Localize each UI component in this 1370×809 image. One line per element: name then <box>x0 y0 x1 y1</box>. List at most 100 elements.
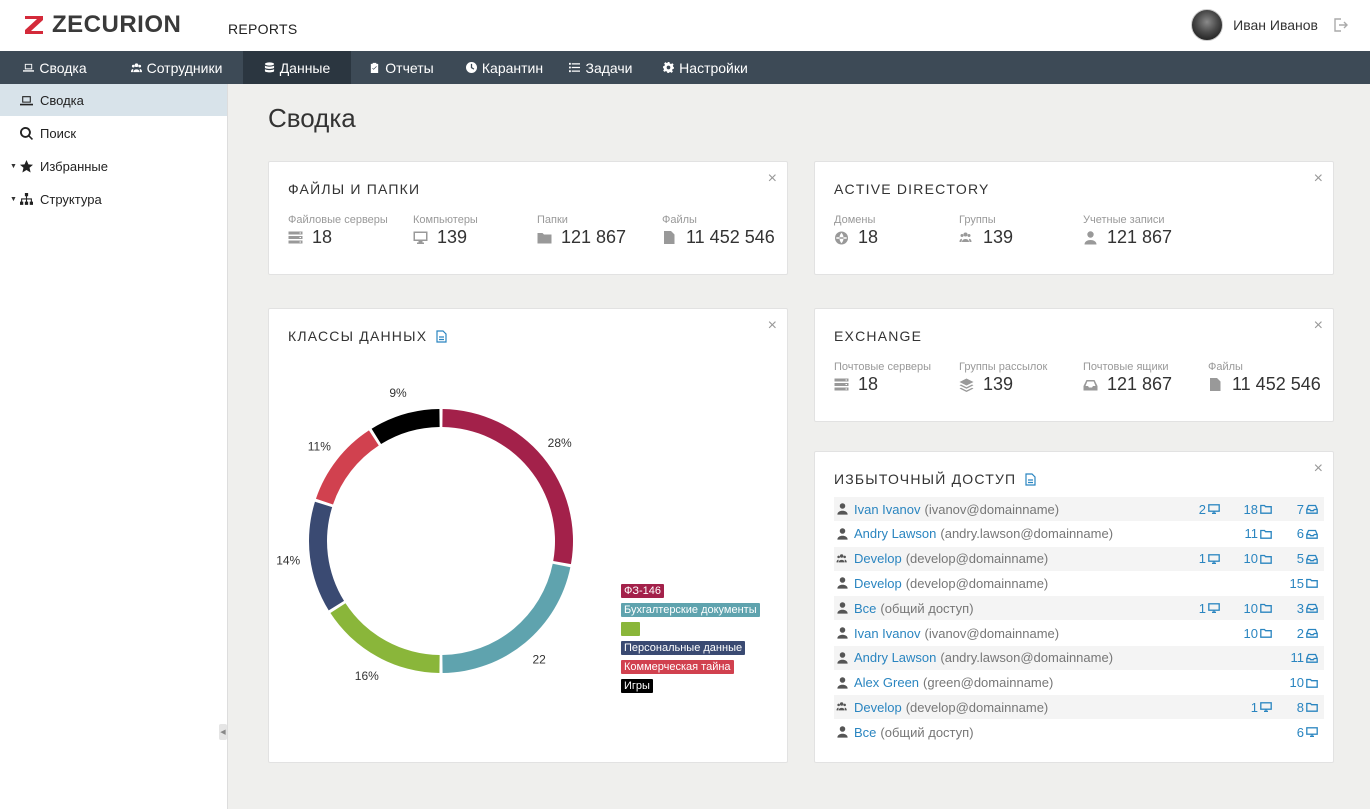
nav-tab[interactable]: Сотрудники <box>110 51 243 84</box>
access-row[interactable]: Develop (develop@domainname) 15 <box>834 571 1324 595</box>
access-name-link[interactable]: Develop <box>854 699 902 715</box>
legend-item[interactable]: ФЗ-146 <box>621 584 665 598</box>
avatar[interactable] <box>1191 9 1224 41</box>
report-icon[interactable] <box>1025 472 1036 486</box>
folders-count[interactable]: 1 <box>1251 700 1272 715</box>
access-name-link[interactable]: Ivan Ivanov <box>854 625 921 641</box>
expand-caret-icon[interactable]: ▼ <box>10 195 17 203</box>
sidebar-item[interactable]: ▼ Избранные <box>0 150 227 182</box>
donut-slice[interactable] <box>330 603 440 673</box>
access-row[interactable]: Andry Lawson (andry.lawson@domainname) 11 <box>834 645 1324 670</box>
last-count[interactable]: 10 <box>1290 675 1318 690</box>
donut-slice[interactable] <box>442 409 573 565</box>
file-icon <box>664 230 675 244</box>
computers-count[interactable]: 1 <box>1199 601 1220 616</box>
access-name-link[interactable]: Andry Lawson <box>854 526 937 542</box>
folder-icon <box>1260 529 1272 539</box>
laptop-icon <box>20 95 33 105</box>
nav-tab[interactable]: Карантин <box>452 51 557 84</box>
access-row[interactable]: Ivan Ivanov (ivanov@domainname) 10 2 <box>834 621 1324 645</box>
expand-caret-icon[interactable]: ▼ <box>10 162 17 170</box>
mailboxes-count[interactable]: 11 <box>1291 650 1319 665</box>
nav-tab[interactable]: Отчеты <box>351 51 452 84</box>
classes-card: Классы данных × 28% 22 16% 14% 11% 9% ФЗ-146 Б… <box>268 308 788 763</box>
last-count[interactable]: 15 <box>1290 576 1318 591</box>
legend-item[interactable]: Бухгалтерские документы <box>621 603 760 617</box>
access-name-link[interactable]: Develop <box>854 551 902 567</box>
user-name[interactable]: Иван Иванов <box>1233 17 1318 33</box>
stat-label: Почтовые ящики <box>1083 361 1169 373</box>
nav-tab[interactable]: Настройки <box>645 51 766 84</box>
stat-label: Учетные записи <box>1083 214 1165 226</box>
access-name-link[interactable]: Andry Lawson <box>854 650 937 666</box>
access-name-link[interactable]: Все <box>854 724 877 740</box>
legend-item[interactable]: Игры <box>621 679 653 693</box>
exchange-card-close-button[interactable]: × <box>1313 317 1323 334</box>
legend-item[interactable]: Коммерческая тайна <box>621 660 734 674</box>
ad-card-close-button[interactable]: × <box>1313 170 1323 187</box>
mailboxes-count[interactable]: 6 <box>1297 526 1318 541</box>
access-row[interactable]: Ivan Ivanov (ivanov@domainname) 2 18 7 <box>834 497 1324 521</box>
access-name-link[interactable]: Alex Green <box>854 675 920 691</box>
inbox-icon <box>1306 554 1318 564</box>
donut-slice[interactable] <box>309 501 345 611</box>
legend-item[interactable] <box>621 622 640 636</box>
folders-count[interactable]: 10 <box>1244 626 1272 641</box>
last-count[interactable]: 6 <box>1297 725 1318 740</box>
access-row[interactable]: Alex Green (green@domainname) 10 <box>834 671 1324 695</box>
monitor-icon <box>1306 727 1318 738</box>
user-menu[interactable]: Иван Иванов <box>1191 9 1348 41</box>
nav-tab[interactable]: Данные <box>243 51 351 84</box>
folders-count[interactable]: 10 <box>1244 551 1272 566</box>
sidebar-item[interactable]: Поиск <box>0 117 227 149</box>
classes-card-close-button[interactable]: × <box>767 317 777 334</box>
mailboxes-count[interactable]: 5 <box>1297 551 1318 566</box>
folders-count[interactable]: 10 <box>1244 601 1272 616</box>
donut-slice[interactable] <box>315 430 379 505</box>
nav-tab[interactable]: Сводка <box>0 51 110 84</box>
mailboxes-count[interactable]: 2 <box>1297 626 1318 641</box>
nav-tab[interactable]: Задачи <box>557 51 645 84</box>
mailboxes-count[interactable]: 3 <box>1297 601 1318 616</box>
access-row[interactable]: Develop (develop@domainname) 1 8 <box>834 695 1324 720</box>
logo[interactable]: ZECURION <box>24 13 181 37</box>
stat: Домены 18 <box>834 214 878 248</box>
access-email: (develop@domainname) <box>905 699 1049 715</box>
access-name-link[interactable]: Все <box>854 600 877 616</box>
access-row[interactable]: Andry Lawson (andry.lawson@domainname) 11 6 <box>834 522 1324 546</box>
nav-tab-label: Задачи <box>585 59 633 76</box>
donut-slice[interactable] <box>442 563 571 673</box>
computers-count[interactable]: 2 <box>1199 502 1220 517</box>
report-icon[interactable] <box>436 329 447 343</box>
user-icon <box>837 627 848 639</box>
mailboxes-count[interactable]: 7 <box>1297 502 1318 517</box>
access-row[interactable]: Develop (develop@domainname) 1 10 5 <box>834 546 1324 571</box>
sidebar-collapse-handle[interactable]: ◀ <box>219 724 227 740</box>
access-row[interactable]: Все (общий доступ) 1 10 3 <box>834 596 1324 621</box>
monitor-icon <box>1208 504 1220 514</box>
donut-slice[interactable] <box>371 409 440 445</box>
access-name-link[interactable]: Develop <box>854 575 902 591</box>
folder-icon <box>1260 554 1272 564</box>
sidebar-item[interactable]: Сводка <box>0 84 227 116</box>
computers-count[interactable]: 1 <box>1199 551 1220 566</box>
last-count[interactable]: 8 <box>1297 700 1318 715</box>
folder-icon <box>537 232 552 243</box>
slice-label: 22 <box>532 653 546 667</box>
user-icon <box>837 528 848 540</box>
stat: Файлы 11 452 546 <box>662 214 775 248</box>
access-card-close-button[interactable]: × <box>1313 460 1323 477</box>
legend-item[interactable]: Персональные данные <box>621 641 746 655</box>
access-email: (общий доступ) <box>880 600 974 616</box>
user-icon <box>837 503 848 515</box>
files-card-close-button[interactable]: × <box>767 170 777 187</box>
folders-count[interactable]: 18 <box>1244 502 1272 517</box>
users-icon <box>836 553 847 563</box>
sidebar-item[interactable]: ▼ Структура <box>0 183 227 215</box>
access-row[interactable]: Все (общий доступ) 6 <box>834 720 1324 744</box>
slice-label: 11% <box>308 440 331 454</box>
access-name-link[interactable]: Ivan Ivanov <box>854 501 921 517</box>
logout-icon[interactable] <box>1332 17 1348 33</box>
folders-count[interactable]: 11 <box>1245 526 1273 541</box>
nav-tab-label: Отчеты <box>385 59 434 76</box>
